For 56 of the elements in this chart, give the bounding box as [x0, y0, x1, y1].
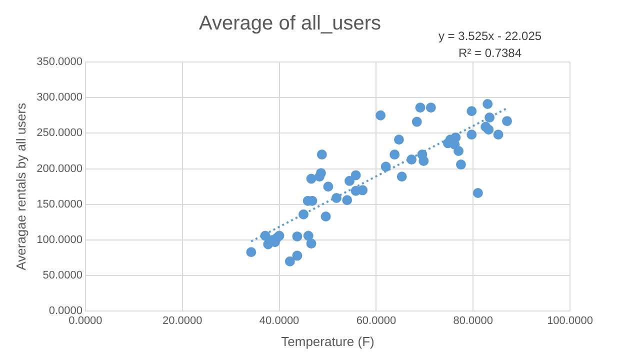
point	[456, 160, 466, 170]
point	[358, 185, 368, 196]
y-tick-label: 150.0000	[36, 198, 82, 210]
y-tick-label: 100.0000	[36, 234, 82, 246]
point	[298, 209, 309, 220]
y-tick-label: 300.0000	[36, 92, 82, 104]
x-tick-label: 0.0000	[68, 314, 102, 327]
x-tick-label: 80.0000	[453, 314, 493, 327]
point	[390, 150, 400, 160]
point	[412, 116, 422, 127]
point	[342, 195, 352, 206]
point	[418, 156, 429, 166]
y-tick-label: 50.0000	[42, 270, 82, 282]
point	[292, 250, 302, 261]
point	[260, 230, 270, 241]
point	[482, 99, 493, 110]
point	[466, 130, 477, 140]
point	[331, 192, 342, 203]
point	[303, 230, 314, 241]
point	[350, 170, 361, 180]
point	[484, 112, 495, 123]
point	[316, 150, 327, 160]
point	[493, 130, 504, 140]
y-tick-label: 250.0000	[36, 127, 82, 140]
point	[306, 238, 316, 249]
y-tick-label: 0.0000	[48, 305, 82, 318]
point	[284, 256, 295, 266]
point	[394, 134, 404, 145]
point	[320, 212, 331, 222]
point	[344, 176, 355, 186]
point	[484, 124, 494, 135]
point	[246, 247, 256, 258]
point	[306, 174, 316, 184]
y-tick-label: 200.0000	[36, 162, 82, 175]
point	[472, 188, 483, 198]
point	[466, 106, 477, 116]
x-tick-label: 40.0000	[259, 314, 300, 327]
point	[376, 110, 386, 120]
x-tick-label: 100.0000	[547, 314, 593, 327]
x-axis-title: Temperature (F)	[281, 334, 374, 349]
x-tick-label: 20.0000	[162, 314, 202, 327]
point	[426, 102, 436, 113]
point	[502, 116, 512, 126]
point	[316, 168, 326, 178]
text: R² = 0.7384	[458, 46, 522, 60]
point	[323, 182, 334, 192]
x-tick-label: 60.0000	[356, 314, 396, 327]
point	[406, 154, 417, 165]
point	[380, 162, 391, 172]
point	[292, 231, 302, 242]
text: y = 3.525x - 22.025	[438, 29, 542, 43]
point	[396, 172, 407, 182]
chart-title: Average of all_users	[199, 12, 381, 35]
y-tick-label: 350.0000	[36, 56, 82, 68]
y-axis-title: Averagae rentals by all users	[13, 102, 28, 270]
point	[415, 102, 426, 113]
